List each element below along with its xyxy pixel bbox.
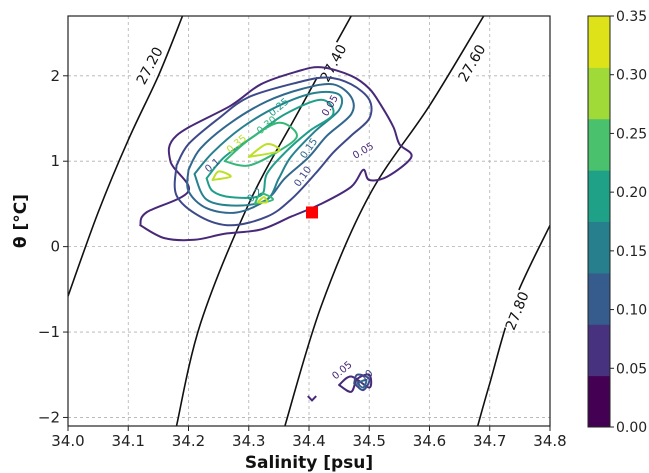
colorbar-segment	[588, 221, 610, 274]
colorbar-tick-label: 0.20	[616, 185, 647, 201]
y-tick-label: −1	[38, 323, 60, 341]
x-tick-label: 34.2	[172, 432, 205, 450]
y-tick-label: −2	[38, 408, 60, 426]
contour-line	[173, 76, 373, 227]
x-tick-label: 34.6	[413, 432, 446, 450]
colorbar-segment	[588, 67, 610, 120]
colorbar-frame	[587, 15, 611, 428]
contour-label: 0.05	[351, 141, 376, 162]
contour-line	[356, 378, 368, 389]
x-tick-label: 34.8	[533, 432, 566, 450]
contour-line	[186, 82, 355, 214]
axis-ticks: 34.0 34.1 34.2 34.3 34.4 34.5 34.6 34.7 34.8 −2 −1…	[38, 67, 567, 450]
x-tick-label: 34.1	[112, 432, 145, 450]
contour-line	[353, 373, 371, 392]
contour-line	[338, 373, 373, 393]
isopycnal-line	[175, 16, 352, 426]
y-axis-title: θ [°C]	[11, 194, 31, 248]
contour-label: 0.05	[320, 94, 341, 119]
colorbar-segment	[588, 16, 610, 68]
colorbar-segment	[588, 170, 610, 222]
isopycnal-line	[68, 16, 184, 297]
x-tick-label: 34.3	[232, 432, 265, 450]
grid-lines	[68, 16, 550, 426]
isopycnal-label: 27.60	[456, 42, 490, 85]
isopycnal-line	[284, 16, 485, 426]
contour-line	[211, 170, 232, 181]
isopycnal-line	[476, 224, 550, 426]
isopycnal-label-bg	[453, 41, 490, 85]
stray-contour-mark	[307, 395, 317, 402]
x-axis-title: Salinity [psu]	[245, 453, 373, 473]
isopycnal-label-bg	[315, 41, 351, 85]
density-contours	[139, 66, 413, 402]
contour-line	[256, 196, 269, 204]
colorbar-tick-label: 0.10	[616, 303, 647, 319]
colorbar-tick-label: 0.05	[616, 361, 647, 377]
contour-label: 0.35	[225, 133, 249, 156]
colorbar-tick-label: 0.00	[616, 420, 647, 436]
colorbar-tick-label: 0.15	[616, 244, 647, 260]
y-tick-label: 0	[50, 238, 60, 256]
isopycnal-label-bg	[501, 288, 533, 333]
isopycnal-label-bg	[132, 43, 167, 88]
colorbar-segment	[588, 118, 610, 171]
colorbar-tick-label: 0.25	[616, 126, 647, 142]
marker-layer	[306, 206, 319, 219]
colorbar-segment	[588, 272, 610, 325]
contour-line	[247, 143, 281, 158]
y-tick-label: 2	[50, 67, 60, 85]
x-tick-label: 34.0	[51, 432, 84, 450]
x-tick-label: 34.7	[473, 432, 506, 450]
colorbar: 0.00 0.05 0.10 0.15 0.20 0.25 0.30 0.35	[587, 9, 647, 436]
colorbar-tick-label: 0.30	[616, 68, 647, 84]
x-tick-label: 34.5	[353, 432, 386, 450]
colorbar-segment	[588, 375, 610, 428]
colorbar-segment	[588, 324, 610, 377]
red-square-marker	[306, 206, 319, 219]
colorbar-tick-label: 0.35	[616, 9, 647, 25]
contour-line	[223, 121, 298, 167]
contour-label: 0.05	[330, 359, 354, 382]
contour-line	[139, 66, 413, 242]
x-tick-label: 34.4	[292, 432, 325, 450]
y-tick-label: 1	[50, 152, 60, 170]
